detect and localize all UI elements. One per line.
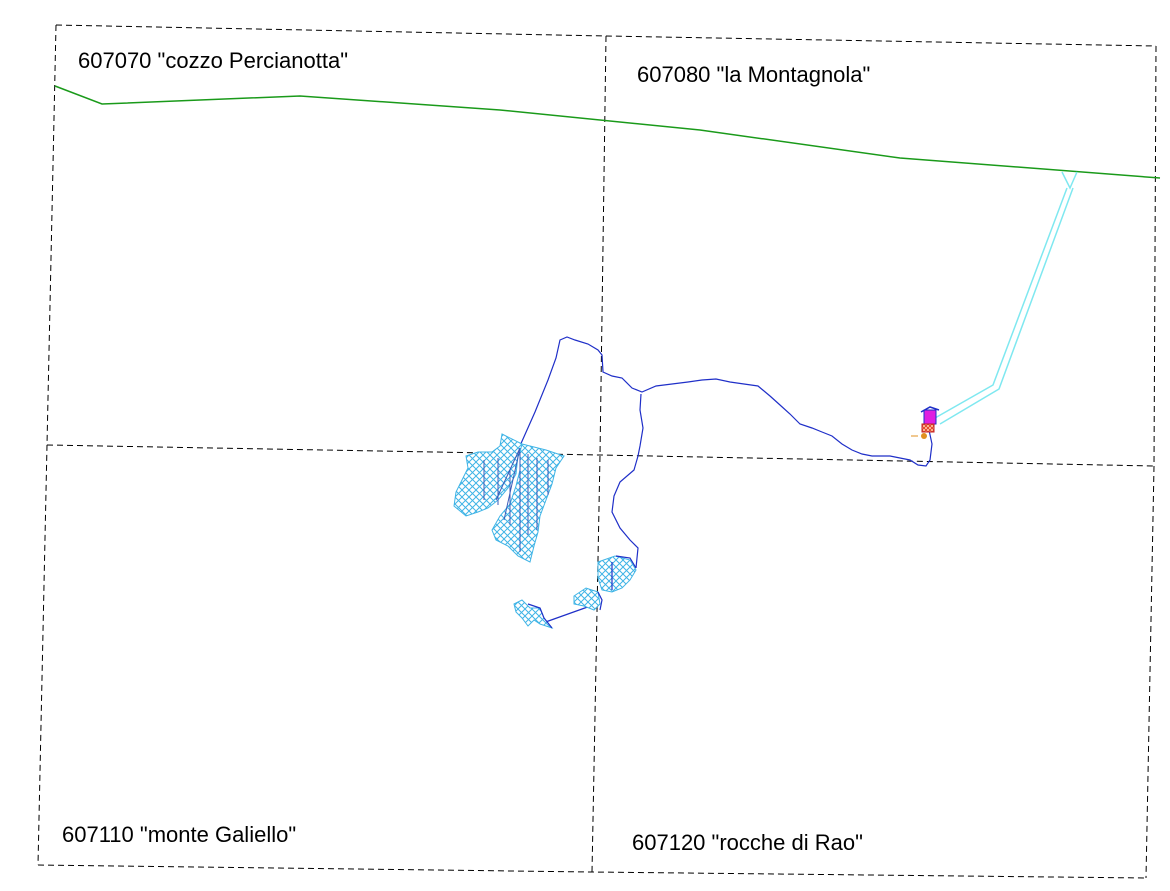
grid-outer-top bbox=[55, 24, 1157, 47]
sheet-label-607070: 607070 "cozzo Percianotta" bbox=[78, 48, 348, 73]
grid-outer-bottom bbox=[37, 864, 1147, 879]
sheet-label-607080: 607080 "la Montagnola" bbox=[637, 62, 870, 87]
site-marker bbox=[911, 406, 940, 439]
boundary-line bbox=[54, 85, 1161, 179]
hatched-area-west bbox=[453, 433, 565, 563]
grid-outer-right bbox=[1145, 45, 1157, 879]
grid-horizontal-divider bbox=[46, 444, 1155, 467]
cyan-corridor bbox=[934, 171, 1078, 425]
sheet-label-607110: 607110 "monte Galiello" bbox=[62, 822, 296, 847]
hatched-area-south bbox=[513, 555, 637, 630]
sheet-grid bbox=[37, 24, 1157, 879]
track-route-south bbox=[611, 393, 644, 569]
grid-vertical-divider bbox=[591, 35, 607, 873]
sheet-label-607120: 607120 "rocche di Rao" bbox=[632, 830, 863, 855]
track-route-main bbox=[518, 336, 933, 467]
